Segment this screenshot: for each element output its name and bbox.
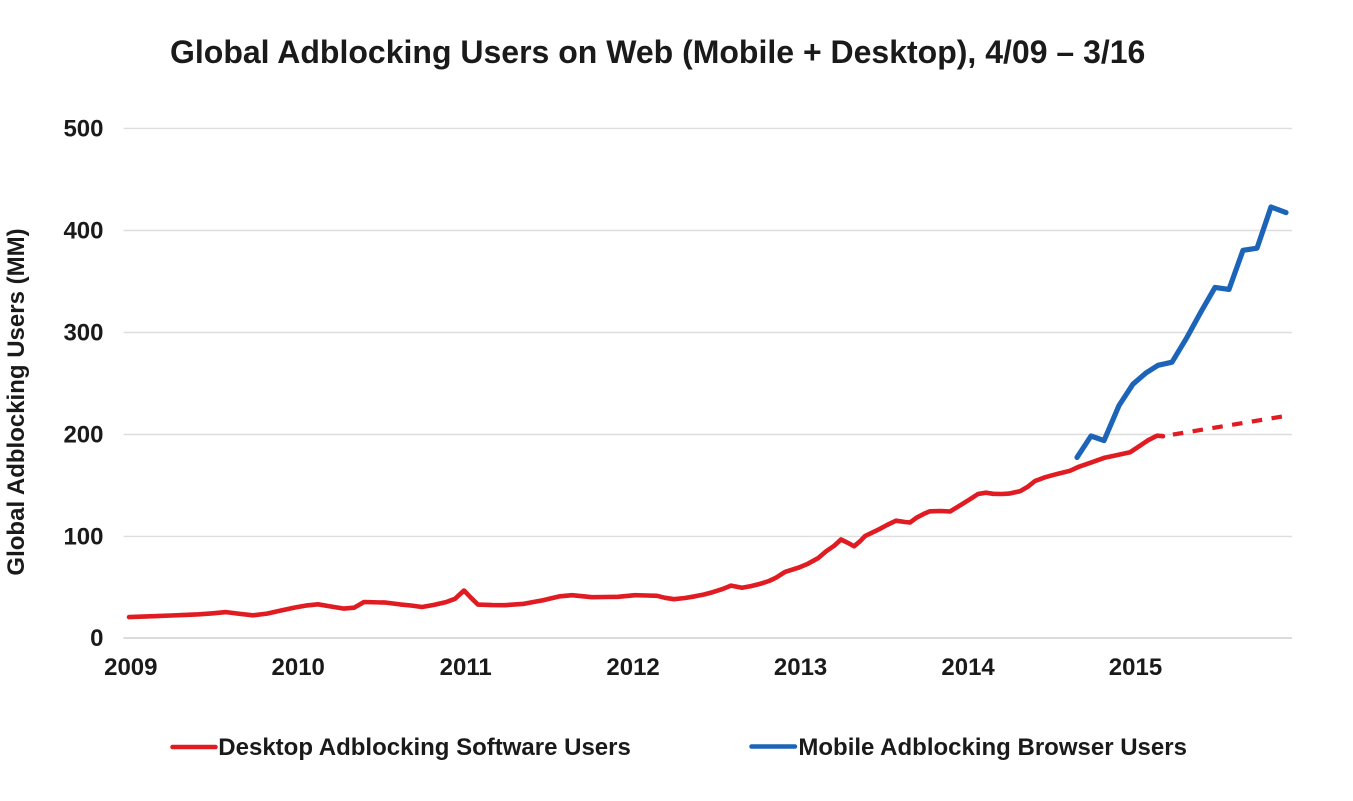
- svg-text:400: 400: [63, 218, 103, 245]
- svg-text:0: 0: [90, 625, 103, 652]
- svg-text:2010: 2010: [272, 654, 325, 681]
- svg-text:Global Adblocking Users on Web: Global Adblocking Users on Web (Mobile +…: [170, 34, 1145, 70]
- svg-text:2011: 2011: [440, 654, 492, 681]
- svg-text:300: 300: [63, 320, 103, 347]
- svg-text:2012: 2012: [606, 654, 659, 681]
- svg-text:Global Adblocking Users (MM): Global Adblocking Users (MM): [3, 228, 30, 575]
- svg-text:2014: 2014: [941, 654, 995, 681]
- svg-text:500: 500: [63, 116, 103, 143]
- svg-text:2009: 2009: [104, 654, 157, 681]
- svg-text:Mobile Adblocking Browser User: Mobile Adblocking Browser Users: [798, 734, 1187, 761]
- svg-text:2015: 2015: [1109, 654, 1162, 681]
- svg-text:100: 100: [63, 524, 103, 551]
- svg-text:200: 200: [63, 422, 103, 449]
- svg-text:Desktop Adblocking Software Us: Desktop Adblocking Software Users: [218, 734, 631, 761]
- svg-text:2013: 2013: [774, 654, 827, 681]
